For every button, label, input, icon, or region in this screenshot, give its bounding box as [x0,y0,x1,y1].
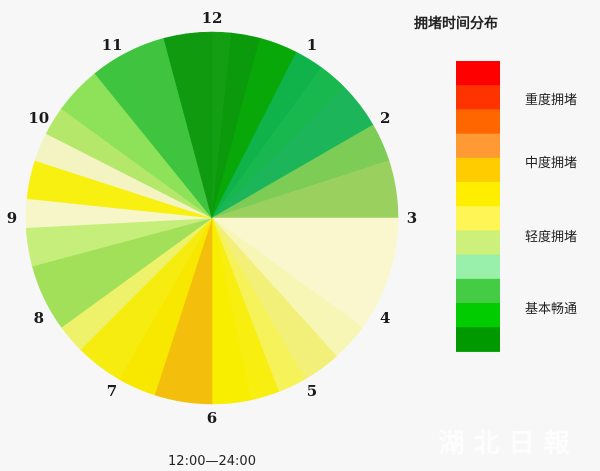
legend-colorbar [456,61,500,352]
legend-swatch-11 [456,327,500,352]
pie-chart [25,31,399,405]
hour-label-1: 1 [307,36,317,54]
hour-label-4: 4 [380,309,390,327]
watermark: 湖 北 日 報 [438,429,570,459]
hour-label-10: 10 [28,109,49,127]
legend-swatch-2 [456,109,500,135]
legend-label-moderate: 中度拥堵 [525,155,577,171]
hour-label-2: 2 [380,109,390,127]
legend-swatch-7 [456,230,500,256]
legend-title: 拥堵时间分布 [414,15,498,32]
hour-label-5: 5 [307,382,317,400]
legend-swatch-0 [456,61,500,86]
legend-swatch-5 [456,182,500,207]
time-range-caption: 12:00—24:00 [168,454,256,469]
hour-label-3: 3 [407,209,417,227]
hour-label-9: 9 [7,209,17,227]
legend-swatch-9 [456,278,500,304]
legend-swatch-4 [456,157,500,183]
legend-label-smooth: 基本畅通 [525,302,577,317]
hour-label-8: 8 [34,309,44,327]
legend-swatch-10 [456,303,500,328]
legend-swatch-3 [456,133,500,159]
legend-swatch-8 [456,254,500,280]
legend-label-light: 轻度拥堵 [525,229,577,245]
legend: 拥堵时间分布 重度拥堵 中度拥堵 轻度拥堵 基本畅通 [414,15,577,352]
hour-label-6: 6 [207,409,217,427]
hour-label-7: 7 [107,382,117,400]
legend-label-severe: 重度拥堵 [525,92,577,108]
hour-label-11: 11 [102,36,123,54]
legend-swatch-1 [456,85,500,110]
legend-swatch-6 [456,206,500,231]
pie-segment-27 [163,31,213,219]
hour-label-12: 12 [202,9,223,27]
pie-segment-8 [211,217,399,328]
